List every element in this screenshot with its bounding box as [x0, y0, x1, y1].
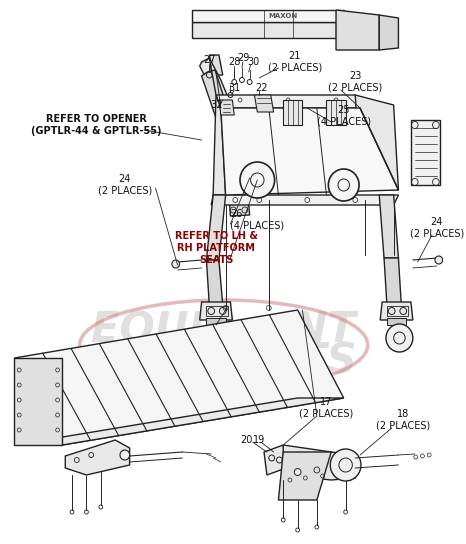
Circle shape	[294, 468, 301, 475]
Text: 17
(2 PLACES): 17 (2 PLACES)	[299, 397, 354, 419]
Polygon shape	[264, 445, 286, 475]
Text: 22: 22	[255, 83, 267, 93]
Circle shape	[120, 450, 130, 460]
Polygon shape	[216, 95, 360, 108]
Polygon shape	[219, 100, 234, 115]
Circle shape	[435, 256, 443, 264]
Text: 25
(4 PLACES): 25 (4 PLACES)	[317, 105, 371, 127]
Polygon shape	[202, 70, 250, 196]
Polygon shape	[221, 108, 398, 195]
Polygon shape	[379, 195, 398, 258]
Circle shape	[386, 324, 413, 352]
Polygon shape	[213, 95, 226, 195]
Text: 24
(2 PLACES): 24 (2 PLACES)	[410, 217, 464, 239]
Text: MAXON: MAXON	[268, 13, 298, 19]
Text: REFER TO OPENER
(GPTLR-44 & GPTLR-55): REFER TO OPENER (GPTLR-44 & GPTLR-55)	[31, 114, 161, 136]
Text: 26
(4 PLACES): 26 (4 PLACES)	[230, 209, 285, 231]
Polygon shape	[209, 55, 223, 75]
Text: 30: 30	[247, 57, 260, 67]
Polygon shape	[206, 260, 223, 305]
Text: 20: 20	[240, 435, 253, 445]
Polygon shape	[283, 445, 355, 480]
Polygon shape	[65, 440, 130, 475]
Circle shape	[330, 449, 361, 481]
Polygon shape	[228, 190, 250, 216]
Polygon shape	[387, 318, 406, 325]
Polygon shape	[211, 195, 398, 205]
Polygon shape	[200, 58, 240, 148]
Text: 19: 19	[253, 435, 265, 445]
Circle shape	[329, 169, 359, 201]
Text: 23
(2 PLACES): 23 (2 PLACES)	[328, 71, 383, 93]
Text: 32: 32	[211, 100, 223, 110]
Polygon shape	[206, 318, 226, 325]
Text: 28: 28	[228, 57, 240, 67]
Text: 29: 29	[238, 53, 250, 63]
Polygon shape	[411, 120, 440, 185]
Polygon shape	[283, 100, 302, 125]
Circle shape	[240, 162, 274, 198]
Polygon shape	[336, 10, 379, 50]
Text: 18
(2 PLACES): 18 (2 PLACES)	[376, 409, 431, 431]
Text: 31: 31	[228, 83, 240, 93]
Circle shape	[172, 260, 179, 268]
Text: EQUIP    NT: EQUIP NT	[91, 309, 356, 351]
Polygon shape	[192, 10, 344, 22]
Polygon shape	[278, 452, 331, 500]
Polygon shape	[14, 398, 344, 445]
Polygon shape	[192, 22, 336, 38]
Polygon shape	[254, 95, 274, 112]
Polygon shape	[200, 302, 233, 320]
Polygon shape	[380, 302, 413, 320]
Polygon shape	[384, 258, 401, 305]
Polygon shape	[14, 358, 62, 445]
Text: REFER TO LH &
RH PLATFORM
SEATS: REFER TO LH & RH PLATFORM SEATS	[175, 231, 257, 264]
Text: 27: 27	[203, 55, 216, 65]
Text: 24
(2 PLACES): 24 (2 PLACES)	[98, 174, 152, 196]
Polygon shape	[206, 195, 226, 260]
Text: SP   ALISTS: SP ALISTS	[90, 341, 357, 383]
Polygon shape	[326, 100, 346, 125]
Text: 21
(2 PLACES): 21 (2 PLACES)	[267, 51, 322, 73]
Polygon shape	[355, 95, 398, 190]
Polygon shape	[379, 15, 398, 50]
Polygon shape	[14, 310, 344, 445]
